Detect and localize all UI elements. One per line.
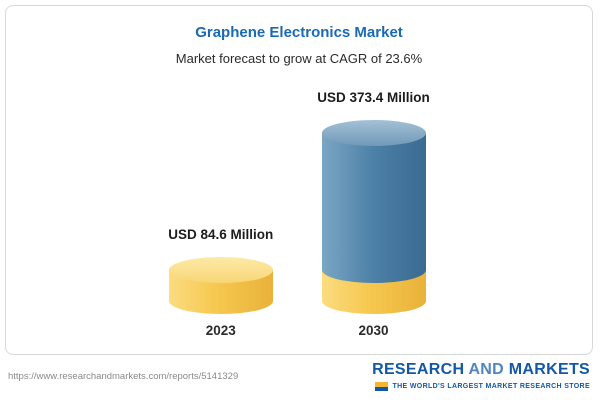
bar-group-2030: USD 373.4 Million 2030 (317, 90, 430, 338)
chart-subtitle: Market forecast to grow at CAGR of 23.6% (175, 51, 423, 66)
chart-title: Graphene Electronics Market (195, 24, 403, 41)
logo-word-markets: MARKETS (504, 361, 590, 378)
x-tick-label-2030: 2030 (358, 323, 389, 338)
plot-area: USD 84.6 Million 2023 USD 373.4 Million … (6, 90, 592, 338)
bar-2030-growth-segment (321, 119, 426, 284)
x-tick-label-2023: 2023 (205, 323, 236, 338)
bar-group-2023: USD 84.6 Million 2023 (168, 227, 273, 338)
logo-tagline: THE WORLD'S LARGEST MARKET RESEARCH STOR… (392, 383, 590, 390)
bar-2030-cylinder (321, 119, 426, 314)
cylinder-top-ellipse (321, 119, 426, 146)
bar-value-label-2030: USD 373.4 Million (317, 89, 430, 105)
flag-icon (375, 382, 389, 391)
bar-value-label-2023: USD 84.6 Million (168, 227, 274, 243)
bar-2023-segment (168, 257, 273, 314)
chart-card: Graphene Electronics Market Market forec… (5, 5, 593, 355)
cylinder-top-ellipse (168, 257, 273, 284)
logo-word-research: RESEARCH (372, 361, 469, 378)
logo-word-and: AND (468, 361, 505, 378)
logo-tagline-row: THE WORLD'S LARGEST MARKET RESEARCH STOR… (372, 382, 590, 391)
bar-2023-cylinder (168, 257, 273, 314)
research-and-markets-logo: RESEARCH AND MARKETS THE WORLD'S LARGEST… (372, 361, 590, 391)
report-url: https://www.researchandmarkets.com/repor… (8, 371, 239, 382)
logo-wordmark: RESEARCH AND MARKETS (372, 361, 590, 379)
